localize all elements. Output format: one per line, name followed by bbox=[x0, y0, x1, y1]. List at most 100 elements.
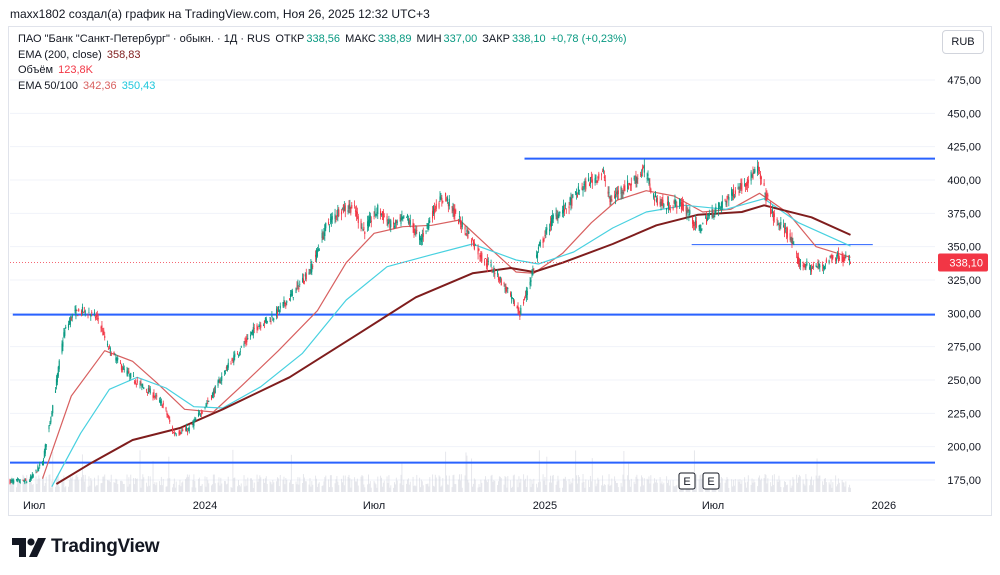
volume-bar bbox=[331, 487, 333, 492]
candle-body bbox=[588, 178, 590, 182]
candle-body bbox=[649, 183, 651, 188]
candle-body bbox=[400, 217, 402, 225]
volume-bar bbox=[705, 487, 707, 492]
volume-bar bbox=[747, 475, 749, 492]
volume-bar bbox=[766, 483, 768, 492]
candle-body bbox=[207, 401, 209, 402]
candle-body bbox=[845, 256, 847, 258]
candle-body bbox=[525, 289, 527, 298]
volume-bar bbox=[624, 479, 626, 492]
candle-body bbox=[779, 225, 781, 229]
candle-body bbox=[277, 306, 279, 311]
candle-body bbox=[725, 200, 727, 205]
volume-bar bbox=[234, 477, 236, 492]
volume-bar bbox=[341, 478, 343, 492]
candle-body bbox=[733, 196, 735, 198]
candle-body bbox=[680, 201, 683, 210]
candle-body bbox=[291, 290, 293, 297]
candle-body bbox=[251, 329, 253, 333]
candle-body bbox=[745, 183, 748, 187]
candle-body bbox=[288, 298, 291, 301]
volume-bar bbox=[666, 476, 668, 492]
candle-body bbox=[588, 184, 591, 187]
volume-bar bbox=[237, 480, 239, 492]
volume-bar bbox=[104, 474, 106, 492]
candle-body bbox=[499, 276, 501, 279]
volume-bar bbox=[325, 475, 327, 492]
candle-body bbox=[679, 198, 681, 207]
volume-bar bbox=[130, 474, 132, 492]
candle-body bbox=[473, 242, 475, 250]
volume-bar bbox=[571, 483, 573, 492]
candle-body bbox=[318, 249, 320, 251]
volume-bar bbox=[115, 478, 117, 492]
volume-bar bbox=[38, 475, 40, 492]
volume-bar bbox=[674, 486, 676, 492]
candle-body bbox=[770, 205, 772, 215]
candle-body bbox=[120, 364, 122, 371]
candle-body bbox=[246, 338, 248, 343]
volume-bar bbox=[734, 478, 736, 492]
volume-bar bbox=[201, 484, 203, 492]
candle-body bbox=[269, 317, 271, 318]
volume-bar bbox=[344, 475, 346, 492]
candle-body bbox=[556, 215, 558, 220]
candle-body bbox=[484, 258, 487, 259]
candle-body bbox=[771, 209, 774, 214]
volume-bar bbox=[172, 487, 174, 492]
volume-bar bbox=[654, 478, 656, 492]
volume-bar bbox=[376, 487, 378, 492]
candle-body bbox=[143, 387, 145, 389]
volume-bar bbox=[367, 484, 369, 492]
volume-bar bbox=[438, 475, 440, 492]
volume-bar bbox=[472, 486, 473, 492]
volume-bar bbox=[582, 474, 584, 492]
candle-body bbox=[549, 229, 551, 232]
volume-bar bbox=[259, 475, 261, 492]
volume-bar bbox=[421, 481, 423, 492]
candle-body bbox=[718, 205, 721, 207]
candle-body bbox=[510, 292, 512, 296]
earnings-event-marker[interactable]: E bbox=[678, 472, 696, 490]
volume-bar bbox=[845, 481, 847, 492]
volume-bar bbox=[757, 486, 759, 492]
candle-body bbox=[188, 427, 190, 432]
candle-body bbox=[226, 365, 228, 371]
candle-body bbox=[576, 194, 578, 197]
candle-body bbox=[406, 214, 409, 218]
candle-body bbox=[640, 173, 642, 175]
volume-bar bbox=[342, 475, 344, 492]
volume-bar bbox=[487, 479, 489, 492]
volume-bar bbox=[100, 483, 102, 492]
tradingview-logo[interactable]: TradingView bbox=[12, 536, 160, 558]
candle-body bbox=[416, 229, 418, 231]
volume-bar bbox=[537, 487, 539, 492]
open-value: 338,56 bbox=[306, 33, 341, 45]
currency-button[interactable]: RUB bbox=[942, 30, 984, 54]
candle-body bbox=[77, 315, 79, 317]
candle-body bbox=[115, 357, 117, 361]
candle-body bbox=[464, 226, 466, 230]
candle-body bbox=[754, 169, 756, 173]
volume-bar bbox=[192, 479, 194, 492]
candle-body bbox=[133, 381, 135, 383]
candle-body bbox=[414, 231, 416, 233]
volume-bar bbox=[816, 458, 818, 492]
candle-body bbox=[26, 481, 28, 483]
volume-bar bbox=[162, 478, 164, 492]
candle-body bbox=[536, 252, 539, 258]
candle-body bbox=[407, 218, 409, 224]
volume-bar bbox=[825, 482, 827, 492]
volume-bar bbox=[459, 480, 461, 492]
candle-body bbox=[25, 479, 27, 481]
volume-bar bbox=[55, 476, 57, 492]
volume-bar bbox=[328, 479, 330, 492]
volume-bar bbox=[328, 487, 330, 492]
candle-body bbox=[459, 220, 461, 225]
candle-body bbox=[792, 242, 794, 244]
volume-bar bbox=[181, 482, 183, 492]
earnings-event-marker[interactable]: E bbox=[702, 472, 720, 490]
volume-bar bbox=[641, 475, 643, 492]
candle-body bbox=[455, 210, 457, 212]
